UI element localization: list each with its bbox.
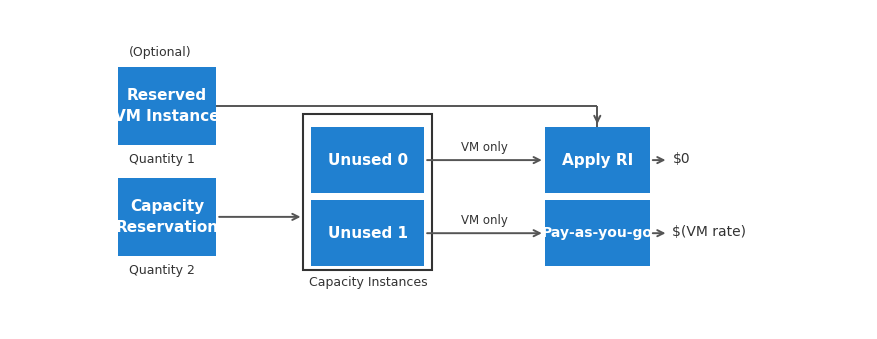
Text: VM only: VM only [461,141,508,154]
FancyBboxPatch shape [118,67,217,145]
FancyBboxPatch shape [311,200,424,266]
Text: $(VM rate): $(VM rate) [673,225,746,239]
Text: Unused 1: Unused 1 [328,226,408,241]
Text: Quantity 2: Quantity 2 [129,264,195,277]
Text: VM only: VM only [461,214,508,227]
FancyBboxPatch shape [311,127,424,193]
Text: Quantity 1: Quantity 1 [129,153,195,166]
Text: Unused 0: Unused 0 [328,153,408,167]
Text: Reserved
VM Instance: Reserved VM Instance [114,88,220,124]
Text: $0: $0 [673,152,690,166]
Text: Capacity
Reservation: Capacity Reservation [116,199,218,235]
FancyBboxPatch shape [545,127,650,193]
Text: (Optional): (Optional) [129,46,191,59]
Text: Capacity Instances: Capacity Instances [309,276,427,290]
Text: Apply RI: Apply RI [561,153,633,167]
Text: Pay-as-you-go: Pay-as-you-go [542,226,652,240]
FancyBboxPatch shape [545,200,650,266]
FancyBboxPatch shape [118,178,217,256]
